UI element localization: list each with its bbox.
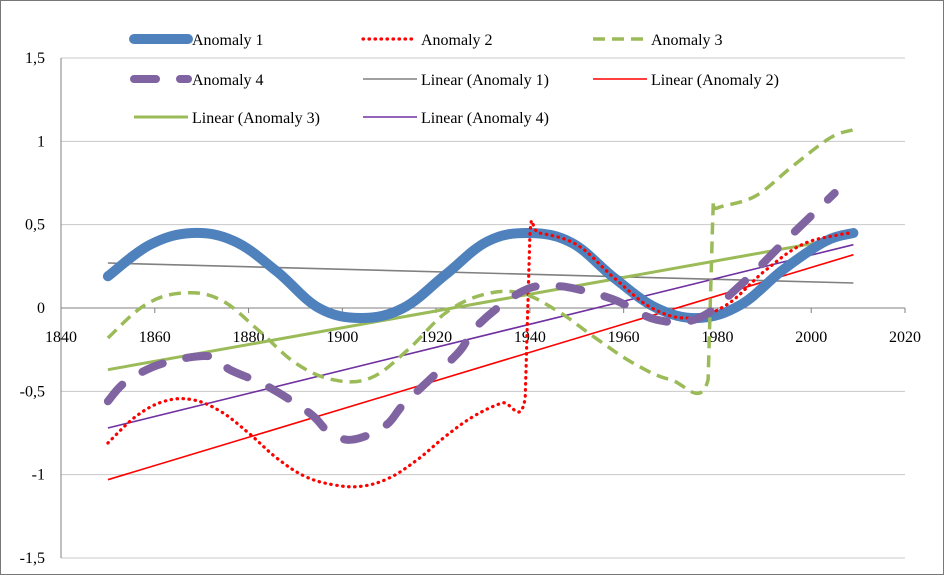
- series-layer: [102, 128, 859, 489]
- x-tick-label: 1920: [420, 329, 452, 346]
- series-line-linear-anomaly-4: [107, 243, 854, 429]
- x-tick-label: 2000: [795, 329, 827, 346]
- x-tick-label: 1860: [139, 329, 171, 346]
- y-tick-label: -1,5: [20, 550, 45, 567]
- y-tick-label: 0: [37, 300, 45, 317]
- series-line-anomaly-4: [103, 189, 839, 444]
- legend-label-anomaly-2: Anomaly 2: [421, 32, 493, 49]
- legend: Anomaly 1 Anomaly 2 Anomaly 3 Anomaly 4 Line…: [129, 32, 779, 127]
- y-tick-label: -1: [32, 467, 45, 484]
- x-tick-label: 1960: [608, 329, 640, 346]
- legend-label-anomaly-4: Anomaly 4: [192, 72, 264, 89]
- y-tick-label: 1,5: [25, 50, 45, 67]
- y-tick-label: 0,5: [25, 217, 45, 234]
- legend-label-linear-anomaly-2: Linear (Anomaly 2): [651, 72, 779, 89]
- series-line-linear-anomaly-3: [107, 234, 854, 372]
- legend-label-linear-anomaly-4: Linear (Anomaly 4): [421, 110, 549, 127]
- series-line-anomaly-1: [102, 227, 859, 324]
- x-tick-label: 1940: [514, 329, 546, 346]
- series-line-anomaly-2: [106, 219, 855, 489]
- x-tick-label: 1900: [326, 329, 358, 346]
- x-tick-label: 1980: [701, 329, 733, 346]
- legend-label-anomaly-3: Anomaly 3: [651, 32, 723, 49]
- y-tick-label: 1: [37, 133, 45, 150]
- legend-label-anomaly-1: Anomaly 1: [192, 32, 264, 49]
- y-tick-label: -0,5: [20, 383, 45, 400]
- x-tick-label: 2020: [889, 329, 921, 346]
- x-tick-label: 1840: [45, 329, 77, 346]
- legend-label-linear-anomaly-3: Linear (Anomaly 3): [192, 110, 320, 127]
- series-line-linear-anomaly-1: [107, 262, 854, 284]
- series-line-anomaly-3: [106, 128, 854, 396]
- legend-label-linear-anomaly-1: Linear (Anomaly 1): [421, 72, 549, 89]
